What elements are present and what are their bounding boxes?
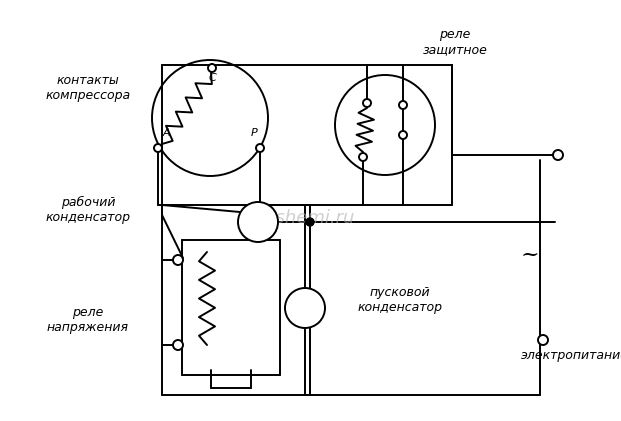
Text: рабочий
конденсатор: рабочий конденсатор [45, 196, 130, 224]
Circle shape [306, 218, 314, 226]
Text: ~: ~ [520, 244, 539, 266]
Circle shape [256, 144, 264, 152]
Circle shape [399, 131, 407, 139]
Text: реле
защитное: реле защитное [422, 28, 487, 56]
Circle shape [363, 99, 371, 107]
Text: A: A [162, 128, 170, 138]
Circle shape [359, 153, 367, 161]
Text: 2shemi.ru: 2shemi.ru [265, 209, 355, 227]
Text: реле
напряжения: реле напряжения [47, 306, 129, 334]
Text: Р: Р [251, 128, 257, 138]
Text: контакты
компрессора: контакты компрессора [45, 74, 130, 102]
Circle shape [538, 335, 548, 345]
Circle shape [173, 340, 183, 350]
Circle shape [335, 75, 435, 175]
Text: C: C [208, 73, 216, 83]
Circle shape [238, 202, 278, 242]
Text: электропитание: электропитание [521, 349, 621, 362]
Text: пусковой
конденсатор: пусковой конденсатор [358, 286, 443, 314]
Circle shape [154, 144, 162, 152]
Circle shape [152, 60, 268, 176]
Circle shape [399, 101, 407, 109]
Circle shape [285, 288, 325, 328]
Circle shape [208, 64, 216, 72]
Circle shape [173, 255, 183, 265]
Circle shape [553, 150, 563, 160]
